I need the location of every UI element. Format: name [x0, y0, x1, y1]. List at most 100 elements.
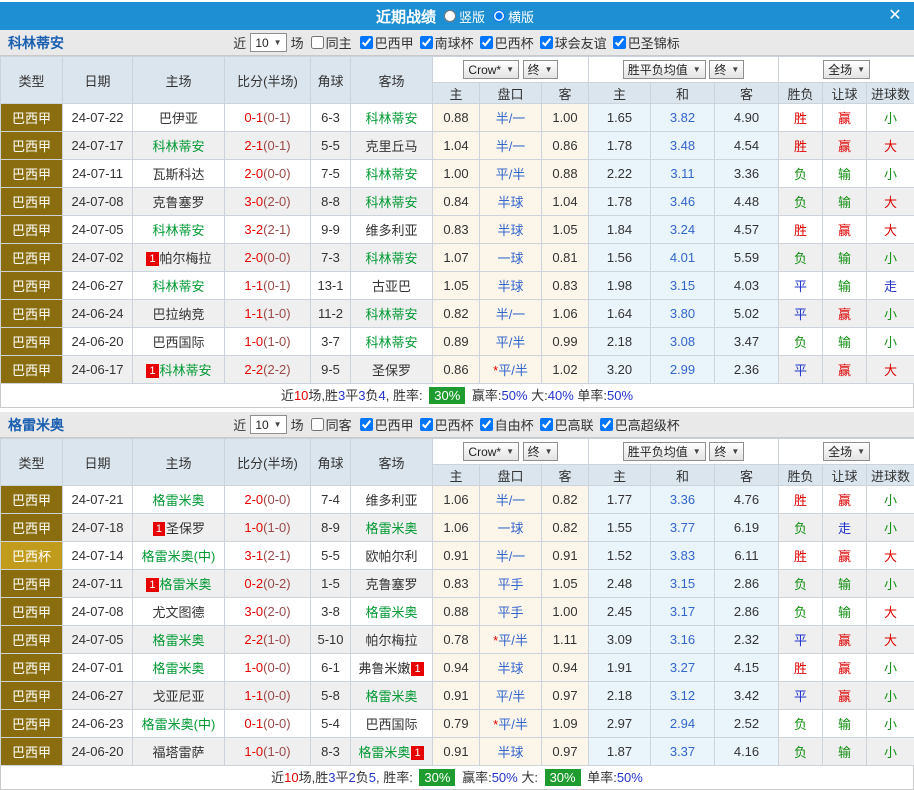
league-filter-label: 巴西杯 [495, 33, 534, 52]
scope-select[interactable]: 全场▼ [823, 60, 870, 79]
away-team-cell: 格雷米奥 [351, 598, 433, 626]
league-filter[interactable]: 巴西甲 [356, 33, 414, 52]
goals-result-cell: 小 [867, 654, 914, 682]
corners-cell: 6-1 [311, 654, 351, 682]
avg-away-odds: 4.90 [715, 104, 779, 132]
date-cell: 24-07-18 [63, 514, 133, 542]
avg-home-odds: 3.09 [589, 626, 651, 654]
same-venue-label: 同主 [326, 33, 352, 52]
same-venue-checkbox[interactable] [311, 36, 324, 49]
summary-text: 大: [518, 770, 542, 785]
col-header-home: 主场 [133, 439, 225, 486]
same-venue-filter[interactable]: 同主 [307, 33, 352, 52]
recent-count-select[interactable]: 10 ▼ [250, 33, 286, 52]
sub-header-away-odds: 客 [542, 465, 589, 486]
goals-result-cell: 小 [867, 328, 914, 356]
avg-final-select[interactable]: 终▼ [709, 60, 744, 79]
league-filter-checkbox[interactable] [420, 36, 433, 49]
league-filter-checkbox[interactable] [613, 36, 626, 49]
same-venue-filter[interactable]: 同客 [307, 415, 352, 434]
league-filter-checkbox[interactable] [540, 418, 553, 431]
corners-cell: 8-8 [311, 188, 351, 216]
summary-text: 近 [281, 388, 294, 403]
league-filter[interactable]: 巴西甲 [356, 415, 414, 434]
odds-source-select[interactable]: Crow*▼ [463, 60, 519, 79]
team-label: 帕尔梅拉 [160, 251, 212, 266]
summary-text: 单率: [584, 770, 617, 785]
away-team-cell: 巴西国际 [351, 710, 433, 738]
team-label: 科林蒂安 [152, 139, 204, 154]
avg-final-select[interactable]: 终▼ [709, 442, 744, 461]
layout-option-vertical[interactable]: 竖版 [444, 7, 485, 26]
matches-table: 类型 日期 主场 比分(半场) 角球 客场 Crow*▼ 终▼ 胜平负均值▼ 终… [0, 56, 914, 384]
fulltime-score: 1-1 [244, 688, 263, 703]
handicap-away-odds: 1.06 [542, 300, 589, 328]
league-filter[interactable]: 巴西杯 [476, 33, 534, 52]
date-cell: 24-07-02 [63, 244, 133, 272]
odds-final-select[interactable]: 终▼ [523, 442, 558, 461]
league-filter[interactable]: 球会友谊 [536, 33, 607, 52]
handicap-away-odds: 0.81 [542, 244, 589, 272]
fulltime-score: 1-0 [244, 334, 263, 349]
sub-header-avg-draw: 和 [651, 83, 715, 104]
avg-draw-odds: 3.16 [651, 626, 715, 654]
rank-badge: 1 [146, 252, 158, 266]
date-cell: 24-06-17 [63, 356, 133, 384]
team-name: 格雷米奥 [8, 415, 64, 435]
handicap-line: 平/半 [480, 682, 542, 710]
avg-draw-odds: 3.15 [651, 272, 715, 300]
league-filter-checkbox[interactable] [360, 36, 373, 49]
away-team-cell: 科林蒂安 [351, 104, 433, 132]
team-label: 维多利亚 [365, 493, 417, 508]
league-filter-checkbox[interactable] [360, 418, 373, 431]
halftime-score: (0-1) [263, 138, 290, 153]
handicap-away-odds: 0.97 [542, 682, 589, 710]
league-filter[interactable]: 巴高联 [536, 415, 594, 434]
corners-cell: 5-10 [311, 626, 351, 654]
league-filter-checkbox[interactable] [480, 36, 493, 49]
scope-select[interactable]: 全场▼ [823, 442, 870, 461]
fulltime-score: 2-2 [244, 362, 263, 377]
halftime-score: (0-0) [263, 660, 290, 675]
team-label: 格雷米奥 [152, 661, 204, 676]
league-filter[interactable]: 巴西杯 [416, 415, 474, 434]
avg-draw-odds: 3.24 [651, 216, 715, 244]
close-button[interactable]: ✕ [884, 6, 906, 26]
league-filter-checkbox[interactable] [420, 418, 433, 431]
home-team-cell: 格雷米奥(中) [133, 710, 225, 738]
avg-type-select[interactable]: 胜平负均值▼ [623, 60, 706, 79]
league-filter[interactable]: 自由杯 [476, 415, 534, 434]
avg-type-select[interactable]: 胜平负均值▼ [623, 442, 706, 461]
team-section: 格雷米奥 近 10 ▼ 场 同客 巴西甲巴西杯自由杯巴高联巴高超级杯 [0, 412, 914, 790]
odds-source-select[interactable]: Crow*▼ [463, 442, 519, 461]
handicap-home-odds: 1.04 [433, 132, 480, 160]
league-filter-checkbox[interactable] [540, 36, 553, 49]
chevron-down-icon: ▼ [274, 420, 282, 429]
handicap-away-odds: 0.88 [542, 160, 589, 188]
radio-horizontal-layout[interactable] [493, 10, 505, 22]
corners-cell: 8-3 [311, 738, 351, 766]
league-filter-checkbox[interactable] [600, 418, 613, 431]
goals-result-cell: 大 [867, 132, 914, 160]
avg-away-odds: 3.47 [715, 328, 779, 356]
handicap-home-odds: 1.05 [433, 272, 480, 300]
goals-result-cell: 小 [867, 710, 914, 738]
same-venue-checkbox[interactable] [311, 418, 324, 431]
league-filter[interactable]: 巴圣锦标 [609, 33, 680, 52]
date-cell: 24-07-01 [63, 654, 133, 682]
near-label: 近 [233, 33, 246, 52]
score-cell: 3-2(2-1) [225, 216, 311, 244]
league-filter[interactable]: 巴高超级杯 [596, 415, 680, 434]
recent-count-select[interactable]: 10 ▼ [250, 415, 286, 434]
league-filter-checkbox[interactable] [480, 418, 493, 431]
league-filter[interactable]: 南球杯 [416, 33, 474, 52]
fulltime-score: 2-1 [244, 138, 263, 153]
avg-draw-odds: 2.94 [651, 710, 715, 738]
handicap-result-cell: 赢 [823, 626, 867, 654]
radio-vertical-layout[interactable] [444, 10, 456, 22]
odds-final-select[interactable]: 终▼ [523, 60, 558, 79]
layout-option-horizontal[interactable]: 横版 [493, 7, 534, 26]
team-section: 科林蒂安 近 10 ▼ 场 同主 巴西甲南球杯巴西杯球会友谊巴圣锦标 [0, 30, 914, 408]
team-label: 格雷米奥 [365, 605, 417, 620]
fulltime-score: 0-2 [244, 576, 263, 591]
